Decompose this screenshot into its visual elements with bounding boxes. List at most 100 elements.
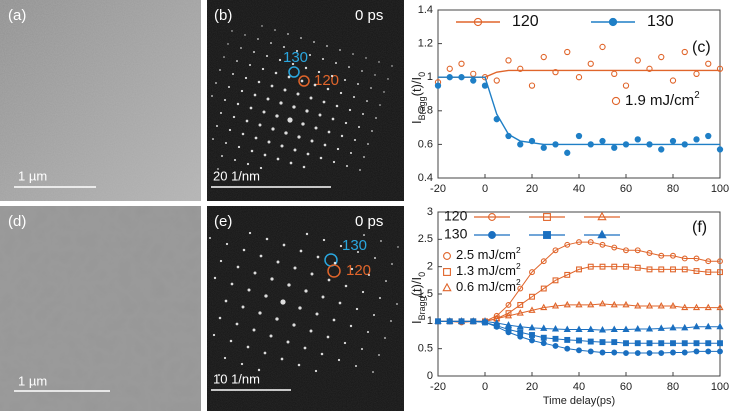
- diffraction-spot: [257, 38, 259, 40]
- diffraction-spot: [372, 313, 376, 317]
- marker-circle: [681, 48, 688, 56]
- image-noise: [0, 0, 201, 201]
- marker-circle: [552, 247, 559, 254]
- diffraction-spot: [372, 371, 374, 373]
- diffraction-spot: [384, 337, 386, 339]
- marker-circle: [717, 348, 723, 355]
- marker-circle: [669, 77, 677, 84]
- panel-b: (b) 0 ps 130 120 20 1/nm: [207, 0, 404, 201]
- marker-circle: [599, 137, 606, 145]
- marker-circle: [611, 144, 618, 151]
- y-tick-label: 0.4: [418, 172, 433, 184]
- diffraction-spot: [327, 278, 331, 282]
- diffraction-spot: [221, 155, 223, 157]
- diffraction-spot: [343, 341, 347, 345]
- marker-circle: [634, 136, 641, 143]
- marker-circle: [658, 252, 665, 259]
- diffraction-spot: [231, 30, 233, 32]
- y-axis-label-part: (t)/I: [409, 277, 424, 297]
- diffraction-spot: [236, 265, 240, 269]
- marker-circle: [505, 57, 512, 64]
- panel-label: (d): [8, 213, 26, 230]
- diffraction-spot: [300, 79, 304, 83]
- marker-triangle: [493, 318, 501, 326]
- diffraction-spot: [270, 42, 272, 44]
- marker-square: [717, 269, 723, 276]
- diffraction-spot: [379, 104, 381, 106]
- marker-circle: [658, 53, 665, 61]
- marker-triangle: [469, 317, 477, 324]
- marker-circle: [517, 285, 524, 292]
- diffraction-spot: [343, 78, 347, 82]
- marker-triangle: [716, 303, 724, 311]
- diffraction-spot: [349, 324, 353, 328]
- diffraction-spot: [227, 43, 229, 45]
- marker-triangle: [645, 324, 654, 332]
- marker-circle: [446, 74, 453, 81]
- diffraction-spot: [223, 98, 227, 102]
- marker-square: [681, 266, 688, 273]
- diffraction-spot: [219, 111, 223, 115]
- diffraction-spot: [304, 289, 308, 293]
- diffraction-spot: [335, 62, 337, 64]
- diffraction-spot: [390, 320, 392, 322]
- marker-triangle: [551, 302, 560, 309]
- x-tick-label: 40: [573, 381, 585, 393]
- diffraction-spot: [322, 238, 326, 242]
- diffraction-spot: [300, 37, 302, 39]
- legend-label: 120: [512, 13, 539, 30]
- diffraction-spot: [246, 162, 250, 166]
- marker-triangle: [540, 324, 548, 331]
- diffraction-spot: [265, 237, 269, 241]
- diffraction-spot: [306, 152, 310, 156]
- diffraction-spot: [359, 169, 361, 171]
- y-axis-label-part: Bragg: [417, 96, 427, 120]
- diffraction-spot: [383, 91, 385, 93]
- diffraction-spot: [363, 234, 365, 236]
- marker-square: [693, 340, 700, 347]
- diffraction-spot: [261, 67, 265, 71]
- diffraction-spot: [232, 115, 236, 119]
- marker-square: [634, 340, 641, 347]
- diffraction-spot: [326, 45, 328, 47]
- marker-square: [540, 334, 547, 341]
- diffraction-spot: [291, 62, 295, 66]
- diffraction-spot: [225, 242, 229, 246]
- diffraction-spot: [378, 61, 380, 63]
- diffraction-spot: [314, 126, 318, 130]
- diffraction-spot: [283, 46, 285, 48]
- y-tick-label: 1: [427, 71, 433, 83]
- marker-square: [576, 266, 582, 273]
- diffraction-spot: [305, 232, 309, 236]
- spot-label: 120: [314, 72, 339, 89]
- spot-ring: [298, 75, 310, 87]
- diffraction-spot: [380, 240, 382, 242]
- diffraction-spot: [298, 306, 302, 310]
- diffraction-spot: [374, 257, 376, 259]
- diffraction-spot: [292, 323, 296, 327]
- diffraction-spot: [326, 87, 330, 91]
- marker-triangle: [551, 324, 560, 332]
- diffraction-spot: [339, 244, 343, 248]
- label-superscript: 2: [516, 245, 521, 255]
- diffraction-spot: [301, 122, 305, 126]
- marker-square: [611, 339, 618, 346]
- marker-circle: [658, 350, 665, 356]
- marker-circle: [576, 239, 582, 246]
- diffraction-spot: [215, 82, 217, 84]
- marker-circle: [587, 141, 594, 148]
- marker-circle: [458, 60, 465, 67]
- marker-square: [623, 263, 629, 270]
- y-tick-label: 1.5: [418, 288, 433, 300]
- marker-triangle: [681, 303, 689, 311]
- x-tick-label: 100: [711, 183, 729, 195]
- diffraction-spot: [280, 299, 286, 305]
- diffraction-spot: [263, 351, 267, 355]
- diffraction-spot: [236, 102, 240, 106]
- marker-circle: [564, 48, 571, 56]
- diffraction-spot: [287, 117, 293, 123]
- marker-circle: [576, 347, 582, 354]
- diffraction-spot: [270, 84, 274, 88]
- marker-circle: [669, 137, 677, 145]
- image-noise: [207, 0, 404, 201]
